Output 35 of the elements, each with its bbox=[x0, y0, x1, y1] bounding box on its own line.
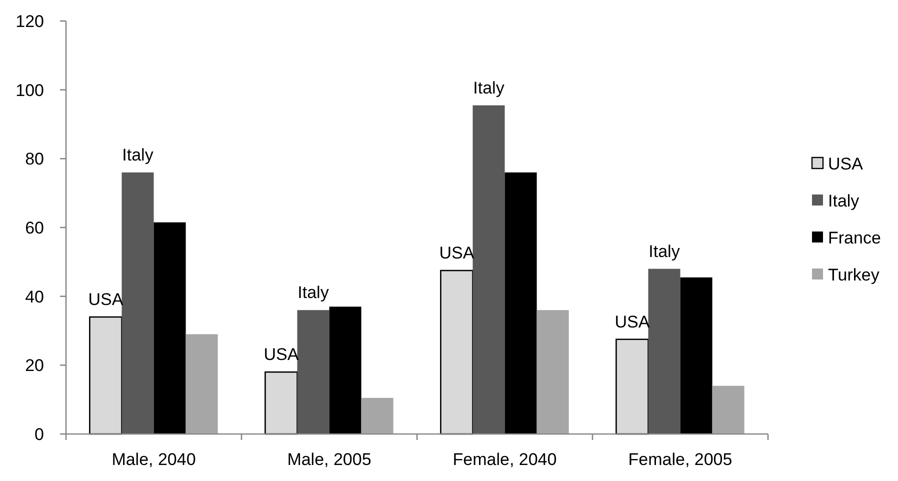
bar bbox=[122, 172, 154, 434]
bar bbox=[329, 306, 362, 434]
bar bbox=[712, 386, 744, 434]
bar bbox=[440, 270, 474, 435]
bar bbox=[154, 222, 186, 434]
x-tick-label: Male, 2005 bbox=[287, 450, 372, 469]
bar bbox=[186, 334, 218, 434]
bar bbox=[361, 398, 394, 434]
y-tick-label: 40 bbox=[25, 287, 44, 306]
y-tick-label: 0 bbox=[34, 424, 44, 444]
bar bbox=[89, 316, 122, 435]
bar bbox=[504, 172, 537, 434]
bar bbox=[472, 105, 505, 434]
bar bbox=[297, 310, 330, 434]
y-tick-label: 120 bbox=[16, 12, 44, 31]
x-tick-label: Female, 2040 bbox=[452, 450, 557, 469]
legend-label: Italy bbox=[828, 191, 860, 210]
annotation: Italy bbox=[648, 242, 680, 261]
y-tick-label: 80 bbox=[25, 150, 44, 169]
bar bbox=[264, 371, 298, 435]
bar bbox=[536, 310, 569, 434]
annotation: Italy bbox=[122, 145, 154, 164]
bar bbox=[616, 338, 649, 435]
y-tick-label: 100 bbox=[16, 80, 44, 100]
annotation: Italy bbox=[298, 283, 330, 302]
annotation: Italy bbox=[473, 78, 505, 98]
x-tick-label: Female, 2005 bbox=[628, 450, 732, 469]
bar bbox=[648, 268, 680, 434]
y-tick-label: 20 bbox=[25, 356, 44, 376]
legend-label: Turkey bbox=[828, 265, 880, 284]
x-tick-label: Male, 2040 bbox=[112, 450, 196, 469]
y-tick-label: 60 bbox=[25, 218, 44, 238]
legend-label: USA bbox=[828, 154, 864, 174]
bar bbox=[680, 277, 712, 434]
legend-label: France bbox=[828, 228, 881, 248]
